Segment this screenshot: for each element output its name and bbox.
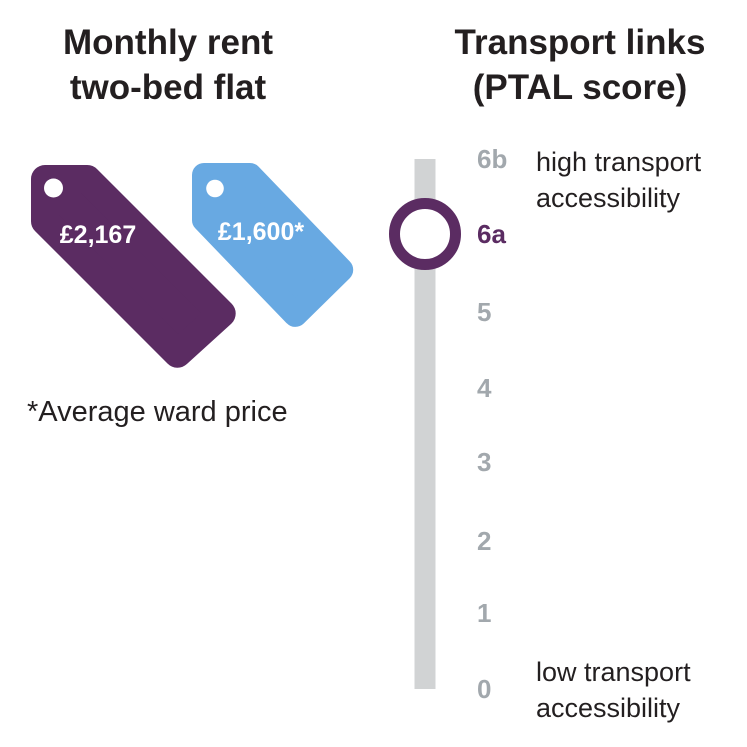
price-tag-blue (192, 163, 354, 327)
price-tag-purple-hole-icon (44, 178, 63, 198)
ptal-tick-2: 2 (477, 526, 492, 556)
price-tag-purple-value: £2,167 (59, 221, 137, 249)
low-accessibility-caption: low transport accessibility (536, 657, 691, 723)
ptal-track (414, 159, 436, 689)
left-title: Monthly rent two-bed flat (63, 23, 273, 107)
ptal-tick-6a: 6a (477, 219, 506, 249)
price-tag-purple (31, 165, 236, 368)
ptal-tick-1: 1 (477, 598, 492, 628)
ptal-tick-6b: 6b (477, 144, 508, 174)
price-tag-blue-value: £1,600* (217, 218, 305, 246)
price-tag-blue-hole-icon (206, 179, 224, 198)
ptal-tick-0: 0 (477, 674, 492, 704)
ptal-tick-3: 3 (477, 447, 492, 477)
ptal-tick-5: 5 (477, 297, 492, 327)
rent-footnote: *Average ward price (27, 396, 288, 428)
ptal-tick-4: 4 (477, 373, 492, 403)
ptal-marker-ring (389, 198, 461, 270)
high-accessibility-caption: high transport accessibility (536, 147, 702, 213)
right-title: Transport links (PTAL score) (454, 23, 706, 107)
